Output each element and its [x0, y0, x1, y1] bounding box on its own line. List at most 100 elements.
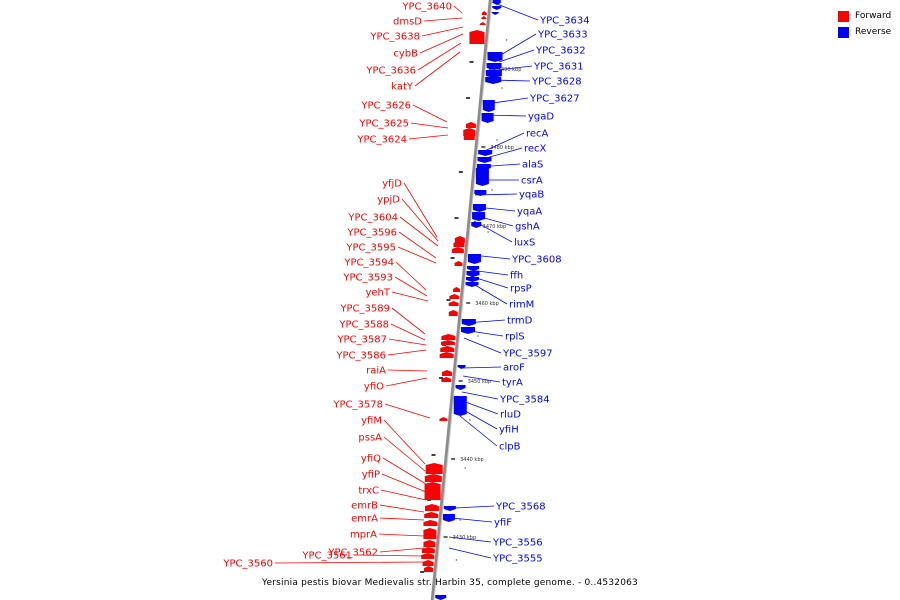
forward-gene-block [440, 346, 455, 352]
reverse-gene-label: YPC_3555 [492, 554, 543, 565]
tick-label: 3430 kbp [453, 535, 477, 541]
reverse-gene-leader [461, 391, 499, 400]
forward-gene-block [439, 352, 454, 358]
forward-gene-block [463, 128, 476, 136]
reverse-gene-leader [478, 147, 523, 161]
reverse-gene-leader [491, 1, 539, 21]
reverse-gene-block [465, 277, 479, 282]
forward-gene-block [481, 11, 487, 15]
forward-swatch [838, 10, 849, 22]
reverse-gene-block [472, 204, 486, 212]
forward-gene-block [424, 482, 441, 500]
reverse-gene-leader [451, 517, 493, 523]
genome-axis-highlight [433, 0, 493, 600]
forward-gene-label: YPC_3595 [345, 243, 396, 254]
forward-gene-leader [388, 338, 427, 346]
reverse-gene-label: YPC_3628 [531, 77, 582, 88]
forward-gene-label: YPC_3640 [401, 2, 452, 13]
reverse-gene-label: YPC_3627 [529, 94, 580, 105]
forward-gene-label: yfiP [362, 470, 380, 481]
forward-gene-label: YPC_3593 [342, 273, 393, 284]
reverse-gene-block [492, 6, 502, 10]
forward-gene-leader [391, 307, 426, 335]
reverse-gene-block [481, 113, 494, 123]
reverse-gene-block [477, 157, 492, 163]
forward-gene-leader [394, 276, 428, 297]
forward-gene-label: yfiO [364, 382, 384, 393]
forward-gene-block [453, 287, 461, 292]
forward-gene-leader [391, 291, 429, 302]
reverse-gene-leader [469, 281, 508, 305]
forward-gene-block [451, 247, 464, 253]
reverse-gene-leader [459, 407, 498, 430]
reverse-gene-block [443, 506, 456, 511]
reverse-gene-label: YPC_3632 [535, 46, 586, 57]
forward-gene-leader [399, 216, 439, 247]
forward-gene-label: dmsD [393, 17, 422, 28]
reverse-gene-leader [462, 329, 504, 337]
reverse-gene-label: tyrA [502, 378, 523, 389]
feature-dot [491, 189, 493, 191]
reverse-gene-leader [462, 366, 502, 369]
reverse-gene-label: yfiH [499, 425, 519, 436]
reverse-gene-label: YPC_3634 [539, 16, 590, 27]
forward-gene-leader [381, 473, 427, 493]
feature-dot [501, 87, 503, 89]
forward-gene-block [448, 301, 459, 306]
forward-gene-label: YPC_3560 [222, 559, 273, 570]
forward-gene-block [425, 463, 443, 474]
reverse-gene-leader [483, 114, 527, 117]
forward-gene-label: raiA [366, 366, 386, 377]
forward-gene-leader [379, 547, 425, 553]
forward-gene-label: YPC_3625 [358, 119, 409, 130]
forward-gene-block [454, 236, 465, 243]
reverse-gene-label: YPC_3568 [495, 502, 546, 513]
forward-gene-block [423, 566, 433, 572]
forward-gene-leader [421, 26, 464, 37]
reverse-gene-leader [474, 193, 518, 196]
reverse-gene-block [492, 0, 501, 5]
forward-gene-block [440, 340, 455, 345]
legend-reverse: Reverse [838, 24, 891, 40]
forward-gene-block [454, 261, 463, 266]
reverse-gene-leader [463, 337, 502, 354]
forward-gene-label: emrB [351, 501, 378, 512]
reverse-gene-label: trmD [507, 316, 533, 327]
reverse-gene-leader [471, 254, 511, 260]
reverse-gene-block [455, 385, 466, 390]
legend-reverse-label: Reverse [855, 27, 892, 37]
reverse-gene-leader [459, 415, 498, 447]
forward-gene-label: yfiM [361, 416, 382, 427]
forward-gene-leader [417, 42, 462, 71]
reverse-gene-block [467, 254, 481, 264]
forward-gene-leader [403, 182, 438, 238]
reverse-gene-label: yqaB [519, 190, 544, 201]
forward-gene-leader [395, 261, 427, 291]
feature-dot [496, 139, 498, 141]
reverse-gene-leader [454, 505, 495, 509]
reverse-gene-block [453, 396, 467, 416]
forward-gene-block [423, 528, 437, 539]
reverse-gene-block [435, 595, 447, 600]
forward-gene-leader [390, 323, 426, 341]
forward-gene-block [421, 547, 435, 553]
legend: Forward Reverse [838, 8, 891, 40]
forward-gene-leader [408, 134, 449, 140]
reverse-gene-label: yfiF [494, 518, 512, 529]
forward-gene-block [481, 16, 487, 19]
feature-dot [469, 419, 471, 421]
tick-label: 3480 kbp [490, 145, 514, 151]
reverse-gene-leader [448, 547, 492, 559]
reverse-gene-label: rluD [500, 410, 521, 421]
reverse-gene-leader [469, 275, 509, 289]
forward-gene-block [421, 553, 435, 559]
forward-gene-leader [383, 436, 426, 472]
forward-gene-label: yfjD [382, 179, 402, 190]
reverse-gene-label: recA [526, 129, 549, 140]
forward-gene-leader [414, 51, 461, 87]
feature-dot [505, 39, 508, 41]
forward-gene-leader [379, 504, 425, 513]
reverse-gene-block [465, 282, 479, 287]
tick-label: 3470 kbp [483, 224, 507, 230]
forward-gene-block [463, 134, 475, 140]
